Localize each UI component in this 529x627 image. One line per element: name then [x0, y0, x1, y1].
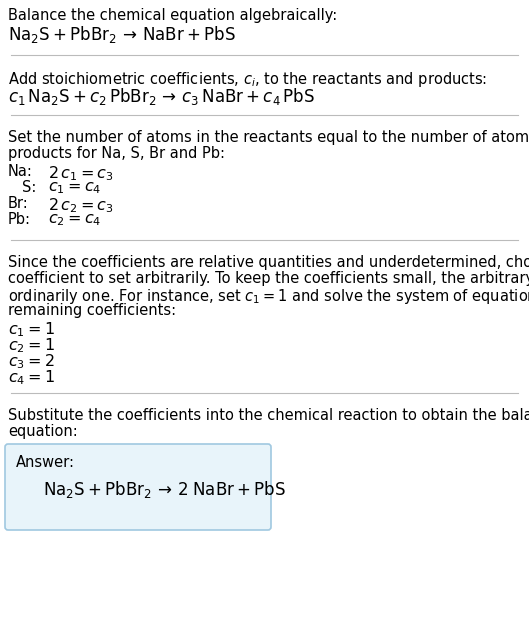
Text: $c_2 = 1$: $c_2 = 1$ — [8, 336, 55, 355]
Text: $2\,c_2 = c_3$: $2\,c_2 = c_3$ — [48, 196, 114, 214]
Text: Add stoichiometric coefficients, $c_i$, to the reactants and products:: Add stoichiometric coefficients, $c_i$, … — [8, 70, 487, 89]
Text: Set the number of atoms in the reactants equal to the number of atoms in the: Set the number of atoms in the reactants… — [8, 130, 529, 145]
Text: $c_3 = 2$: $c_3 = 2$ — [8, 352, 54, 371]
Text: ordinarily one. For instance, set $c_1 = 1$ and solve the system of equations fo: ordinarily one. For instance, set $c_1 =… — [8, 287, 529, 306]
Text: coefficient to set arbitrarily. To keep the coefficients small, the arbitrary va: coefficient to set arbitrarily. To keep … — [8, 271, 529, 286]
Text: products for Na, S, Br and Pb:: products for Na, S, Br and Pb: — [8, 146, 225, 161]
Text: Balance the chemical equation algebraically:: Balance the chemical equation algebraica… — [8, 8, 338, 23]
Text: S:: S: — [22, 180, 37, 195]
Text: equation:: equation: — [8, 424, 78, 439]
Text: Pb:: Pb: — [8, 212, 31, 227]
Text: Substitute the coefficients into the chemical reaction to obtain the balanced: Substitute the coefficients into the che… — [8, 408, 529, 423]
FancyBboxPatch shape — [5, 444, 271, 530]
Text: $c_1 = 1$: $c_1 = 1$ — [8, 320, 55, 339]
Text: $2\,c_1 = c_3$: $2\,c_1 = c_3$ — [48, 164, 114, 182]
Text: Na:: Na: — [8, 164, 33, 179]
Text: $c_1\,\mathrm{Na_2S} + c_2\,\mathrm{PbBr_2}\,\rightarrow\,c_3\,\mathrm{NaBr} + c: $c_1\,\mathrm{Na_2S} + c_2\,\mathrm{PbBr… — [8, 86, 315, 107]
Text: Answer:: Answer: — [16, 455, 75, 470]
Text: $c_4 = 1$: $c_4 = 1$ — [8, 368, 55, 387]
Text: $\mathrm{Na_2S + PbBr_2}\,\rightarrow\,\mathrm{2\;NaBr + PbS}$: $\mathrm{Na_2S + PbBr_2}\,\rightarrow\,\… — [43, 478, 286, 500]
Text: remaining coefficients:: remaining coefficients: — [8, 303, 176, 318]
Text: Since the coefficients are relative quantities and underdetermined, choose a: Since the coefficients are relative quan… — [8, 255, 529, 270]
Text: $c_1 = c_4$: $c_1 = c_4$ — [48, 180, 101, 196]
Text: $\mathrm{Na_2S + PbBr_2}\,\rightarrow\,\mathrm{NaBr + PbS}$: $\mathrm{Na_2S + PbBr_2}\,\rightarrow\,\… — [8, 24, 236, 45]
Text: $c_2 = c_4$: $c_2 = c_4$ — [48, 212, 101, 228]
Text: Br:: Br: — [8, 196, 29, 211]
